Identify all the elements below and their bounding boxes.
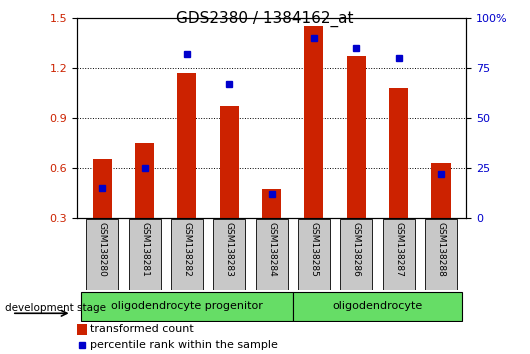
Text: GSM138285: GSM138285 [310,222,319,276]
Bar [431,163,450,218]
Text: GSM138283: GSM138283 [225,222,234,276]
Bar [262,189,281,218]
Text: GSM138284: GSM138284 [267,222,276,276]
Bar [298,219,330,290]
Text: oligodendrocyte: oligodendrocyte [332,301,422,310]
Bar [220,106,239,218]
Text: GSM138282: GSM138282 [182,222,191,276]
Bar [81,292,293,321]
Bar [304,26,323,218]
Bar [383,219,415,290]
Bar [293,292,462,321]
Bar [340,219,373,290]
Text: GSM138288: GSM138288 [437,222,446,276]
Text: development stage: development stage [5,303,107,313]
Text: GSM138286: GSM138286 [352,222,361,276]
Bar [171,219,203,290]
Bar [213,219,245,290]
Text: GSM138281: GSM138281 [140,222,149,276]
Bar [178,73,197,218]
Text: transformed count: transformed count [91,324,194,334]
Bar [86,219,118,290]
Bar [128,219,161,290]
Text: GSM138280: GSM138280 [98,222,107,276]
Bar [135,143,154,218]
Text: oligodendrocyte progenitor: oligodendrocyte progenitor [111,301,263,310]
Bar [389,88,408,218]
Bar [347,56,366,218]
Bar [255,219,288,290]
Text: GSM138287: GSM138287 [394,222,403,276]
Text: percentile rank within the sample: percentile rank within the sample [91,340,278,350]
Bar [425,219,457,290]
Text: GDS2380 / 1384162_at: GDS2380 / 1384162_at [176,11,354,27]
Bar [93,159,112,218]
Bar [77,324,86,335]
